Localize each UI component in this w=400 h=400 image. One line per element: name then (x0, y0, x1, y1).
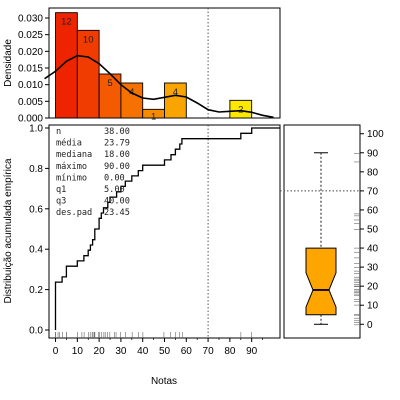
bar-count-label: 1 (151, 111, 156, 122)
boxplot-panel: 0 10 20 30 40 50 60 70 80 90 100 (280, 125, 384, 338)
histogram-y-tick-label: 0.025 (18, 30, 43, 41)
x-tick-label: 40 (137, 346, 149, 357)
stat-label: mediana (56, 150, 92, 160)
boxplot-y-tick-label: 40 (367, 244, 379, 255)
stat-value: 38.00 (104, 127, 130, 137)
stat-label: des.pad (56, 208, 92, 218)
ecdf-y-tick-label: 0.6 (29, 204, 43, 215)
boxplot-y-tick-label: 60 (367, 205, 379, 216)
box-body (306, 248, 336, 315)
histogram-panel: 121054142 0.0000.0050.0100.0150.0200.025… (3, 8, 280, 125)
x-axis-label: Notas (151, 376, 177, 387)
bar-count-label: 12 (61, 17, 72, 28)
x-tick-label: 0 (53, 346, 59, 357)
x-tick-label: 30 (115, 346, 127, 357)
stat-label: q1 (56, 185, 66, 195)
boxplot-y-tick-label: 30 (367, 263, 379, 274)
ecdf-y-tick-label: 0.4 (29, 245, 43, 256)
boxplot-y-tick-label: 90 (367, 148, 379, 159)
ecdf-y-tick-label: 1.0 (29, 124, 43, 135)
ecdf-y-tick-label: 0.0 (29, 326, 43, 337)
stat-label: mínimo (56, 173, 87, 183)
histogram-y-tick-label: 0.020 (18, 47, 43, 58)
histogram-y-tick-label: 0.005 (18, 97, 43, 108)
bar-count-label: 2 (238, 104, 243, 115)
boxplot-y-tick-label: 10 (367, 301, 379, 312)
boxplot-y-tick-label: 0 (367, 320, 373, 331)
histogram-bar (56, 13, 78, 118)
histogram-y-tick-label: 0.030 (18, 14, 43, 25)
x-tick-label: 90 (246, 346, 258, 357)
stat-value: 40.00 (104, 197, 130, 207)
histogram-y-tick-label: 0.010 (18, 80, 43, 91)
histogram-y-label: Densidade (3, 39, 14, 87)
stat-value: 23.79 (104, 139, 130, 149)
bar-count-label: 5 (107, 78, 112, 89)
histogram-y-tick-label: 0.015 (18, 64, 43, 75)
stat-value: 0.00 (104, 173, 125, 183)
ecdf-y-tick-label: 0.2 (29, 285, 43, 296)
x-tick-label: 80 (224, 346, 236, 357)
ecdf-y-label: Distribuição acumulada empírica (3, 158, 14, 304)
ecdf-panel: 0.0 0.2 0.4 0.6 0.8 1.0 0 10 20 30 40 50 60 70 80 90 n 3… (3, 124, 280, 388)
boxplot-y-tick-label: 80 (367, 167, 379, 178)
stat-label: n (56, 127, 61, 137)
stat-value: 90.00 (104, 162, 130, 172)
stat-label: média (56, 138, 82, 149)
x-tick-label: 20 (94, 346, 106, 357)
boxplot-y-tick-label: 100 (367, 129, 384, 140)
stat-label: q3 (56, 197, 66, 207)
bar-count-label: 10 (83, 34, 94, 45)
x-tick-label: 10 (72, 346, 84, 357)
x-tick-label: 50 (159, 346, 171, 357)
stat-value: 18.00 (104, 150, 130, 160)
boxplot-y-tick-label: 50 (367, 225, 379, 236)
ecdf-y-tick-label: 0.8 (29, 164, 43, 175)
boxplot-y-tick-label: 20 (367, 282, 379, 293)
x-tick-label: 60 (181, 346, 193, 357)
stat-label: máximo (56, 162, 87, 172)
boxplot-y-tick-label: 70 (367, 186, 379, 197)
stat-value: 5.00 (104, 185, 125, 195)
x-tick-label: 70 (203, 346, 215, 357)
stat-value: 23.45 (104, 208, 130, 218)
